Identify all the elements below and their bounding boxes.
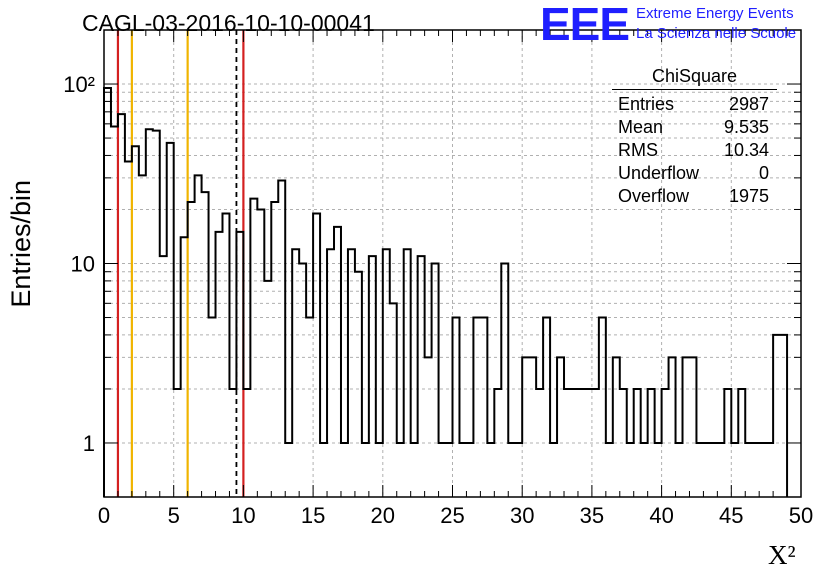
y-tick-label: 1 xyxy=(83,431,95,456)
x-tick-label: 30 xyxy=(510,503,534,528)
logo-mark: EEE xyxy=(540,0,630,50)
histogram-step-line xyxy=(103,87,789,497)
stats-row: Entries 2987 xyxy=(612,93,777,116)
stats-box: ChiSquare Entries 2987 Mean 9.535 RMS 10.34… xyxy=(612,66,777,208)
y-axis-label: Entries/bin xyxy=(6,180,36,308)
stats-row: Overflow 1975 xyxy=(612,185,777,208)
stats-title: ChiSquare xyxy=(612,66,777,90)
stats-row: RMS 10.34 xyxy=(612,139,777,162)
stats-label: Underflow xyxy=(618,163,700,183)
x-tick-label: 40 xyxy=(649,503,673,528)
x-axis-label: Χ² xyxy=(768,540,796,570)
x-tick-label: 10 xyxy=(231,503,255,528)
stats-label: RMS xyxy=(618,140,658,160)
stats-label: Overflow xyxy=(618,186,690,206)
stats-value: 2987 xyxy=(728,94,769,114)
logo-line-2: La Scienza nelle Scuole xyxy=(636,25,797,42)
chart-title: CAGL-03-2016-10-10-00041 xyxy=(82,10,375,36)
stats-value: 10.34 xyxy=(723,140,769,160)
y-tick-label: 10² xyxy=(63,72,95,97)
stats-value: 0 xyxy=(758,163,769,183)
eee-logo: EEE Extreme Energy Events La Scienza nel… xyxy=(540,0,796,50)
axis-ticks: 0 5 10 15 20 25 30 35 40 45 50 1 10 10² xyxy=(63,29,813,528)
x-tick-label: 25 xyxy=(440,503,464,528)
stats-label: Entries xyxy=(618,94,675,114)
stats-label: Mean xyxy=(618,117,664,137)
x-tick-label: 20 xyxy=(371,503,395,528)
x-tick-label: 35 xyxy=(580,503,604,528)
logo-text: Extreme Energy Events La Scienza nelle S… xyxy=(636,4,796,44)
stats-value: 1975 xyxy=(728,186,769,206)
x-tick-label: 0 xyxy=(98,503,110,528)
x-tick-label: 45 xyxy=(719,503,743,528)
x-tick-label: 50 xyxy=(789,503,813,528)
x-tick-label: 15 xyxy=(301,503,325,528)
x-tick-label: 5 xyxy=(168,503,180,528)
stats-row: Underflow 0 xyxy=(612,162,777,185)
y-tick-label: 10 xyxy=(71,252,95,277)
stats-row: Mean 9.535 xyxy=(612,116,777,139)
stats-value: 9.535 xyxy=(723,117,769,137)
logo-line-1: Extreme Energy Events xyxy=(636,5,794,22)
